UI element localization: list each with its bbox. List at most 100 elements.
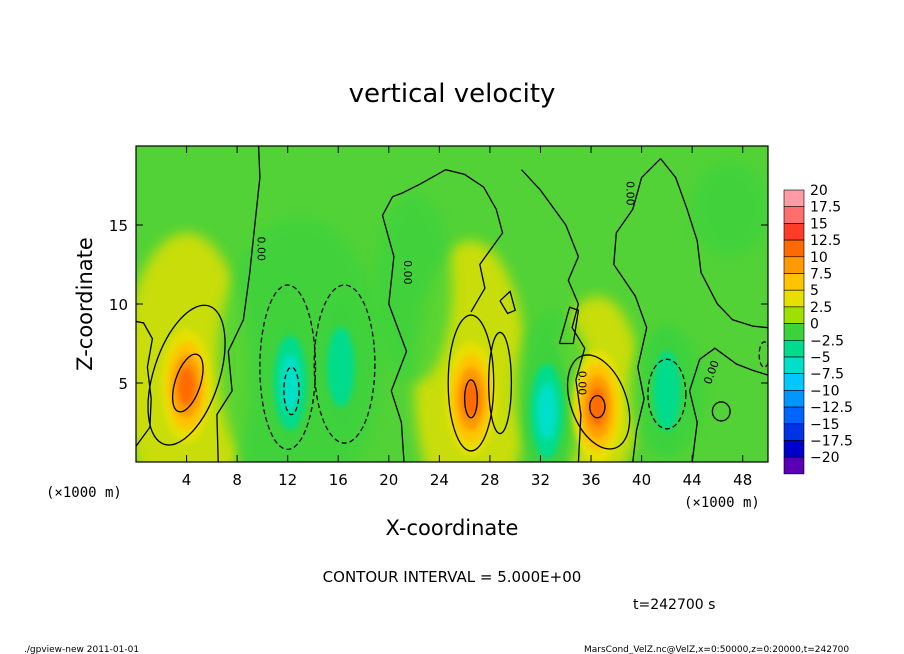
x-axis-label: X-coordinate	[386, 516, 519, 540]
contour-zero	[521, 169, 586, 462]
contour-label: 0.00	[401, 260, 414, 285]
colorbar-label: −10	[810, 383, 840, 399]
colorbar-swatch	[783, 423, 805, 441]
chart-title: vertical velocity	[349, 79, 556, 109]
colorbar-swatch	[783, 440, 805, 458]
time-label: t=242700 s	[633, 597, 715, 613]
contour-zero	[499, 290, 516, 315]
velocity-field	[136, 161, 768, 462]
contour-positive	[171, 353, 204, 413]
colorbar-swatch	[783, 373, 805, 391]
colorbar-label: 15	[810, 216, 828, 232]
downdraft-core	[537, 383, 557, 440]
footer-right: MarsCond_VelZ.nc@VelZ,x=0:50000,z=0:2000…	[584, 645, 849, 654]
colorbar-swatch	[783, 323, 805, 341]
x-tick-label: 20	[379, 471, 398, 489]
x-tick-label: 12	[278, 471, 297, 489]
contour-label: 0.00	[623, 181, 636, 206]
colorbar-label: −12.5	[810, 400, 853, 416]
contour-zero	[401, 169, 504, 313]
colorbar-label: −17.5	[810, 434, 853, 450]
colorbar-swatch	[783, 239, 805, 258]
colorbar-label: −2.5	[810, 333, 844, 349]
x-tick-label: 32	[531, 471, 550, 489]
colorbar-label: 2.5	[810, 300, 832, 316]
contour-negative	[758, 341, 768, 368]
x-tick-label: 24	[430, 471, 449, 489]
updraft-core	[178, 367, 195, 406]
plot-area: 0.000.000.000.000.00	[136, 146, 768, 462]
colorbar-swatch	[783, 356, 805, 375]
downdraft-halo	[376, 193, 452, 383]
colorbar-swatch	[783, 189, 805, 208]
colorbar-swatch	[783, 206, 805, 224]
colorbar-label: 10	[810, 250, 828, 266]
updraft-core	[588, 387, 606, 426]
colorbar-label: −20	[810, 450, 840, 466]
contour-zero	[660, 158, 768, 329]
contour-positive	[589, 394, 606, 419]
colorbar-label: −7.5	[810, 367, 844, 383]
contour-zero	[136, 320, 154, 447]
contour-negative	[283, 366, 300, 416]
colorbar-swatch	[783, 256, 805, 274]
y-axis: 5 10 15	[109, 217, 768, 393]
colorbar-label: −5	[810, 350, 831, 366]
contour-negative	[259, 284, 317, 451]
x-tick-label: 44	[683, 471, 702, 489]
colorbar: 2017.51512.5107.552.50−2.5−5−7.5−10−12.5…	[783, 183, 853, 475]
contour-lines	[136, 146, 768, 462]
colorbar-swatch	[783, 456, 805, 475]
colorbar-label: −15	[810, 417, 840, 433]
downdraft-core	[280, 354, 300, 412]
x-tick-label: 36	[581, 471, 600, 489]
colorbar-label: 5	[810, 283, 819, 299]
x-tick-label: 28	[480, 471, 499, 489]
x-tick-label: 8	[232, 471, 242, 489]
colorbar-label: 12.5	[810, 233, 841, 249]
contour-zero	[613, 158, 662, 462]
contour-negative	[313, 284, 376, 444]
x-unit-left: (×1000 m)	[46, 485, 122, 501]
contour-zero	[216, 146, 261, 462]
x-tick-label: 4	[182, 471, 192, 489]
contour-zero	[381, 192, 408, 462]
contour-interval: CONTOUR INTERVAL = 5.000E+00	[323, 568, 582, 586]
footer-left: ./gpview-new 2011-01-01	[24, 645, 139, 654]
colorbar-label: 0	[810, 317, 819, 333]
y-tick-label: 10	[109, 296, 128, 314]
x-axis: 4 8 12 16 20 24 28 32 36 40 44 48	[182, 146, 752, 489]
downdraft-core	[653, 351, 681, 431]
colorbar-swatch	[783, 289, 805, 308]
colorbar-swatch	[783, 273, 805, 291]
contour-label: 0.00	[254, 236, 267, 261]
contour-zero	[688, 347, 768, 462]
x-unit-right: (×1000 m)	[684, 495, 760, 511]
colorbar-swatch	[783, 406, 805, 425]
colorbar-swatch	[783, 390, 805, 408]
downdraft-halo	[692, 161, 768, 257]
contour-positive	[463, 379, 478, 419]
y-tick-label: 15	[109, 217, 128, 235]
x-tick-label: 48	[733, 471, 752, 489]
updraft-core	[462, 379, 480, 418]
contour-zero	[558, 306, 580, 345]
colorbar-swatch	[783, 306, 805, 324]
contour-positive	[711, 401, 731, 422]
colorbar-label: 7.5	[810, 267, 832, 283]
contour-positive	[147, 304, 226, 446]
colorbar-swatch	[783, 339, 805, 358]
contour-positive	[488, 331, 513, 435]
x-tick-label: 40	[632, 471, 651, 489]
contour-negative	[647, 358, 687, 430]
colorbar-label: 17.5	[810, 200, 841, 216]
contour-positive	[447, 314, 495, 452]
x-tick-label: 16	[329, 471, 348, 489]
contour-label: 0.00	[575, 371, 588, 396]
colorbar-swatch	[783, 223, 805, 241]
y-tick-label: 5	[118, 375, 128, 393]
downdraft-core	[327, 327, 355, 408]
y-axis-label: Z-coordinate	[73, 237, 97, 371]
colorbar-label: 20	[810, 183, 828, 199]
